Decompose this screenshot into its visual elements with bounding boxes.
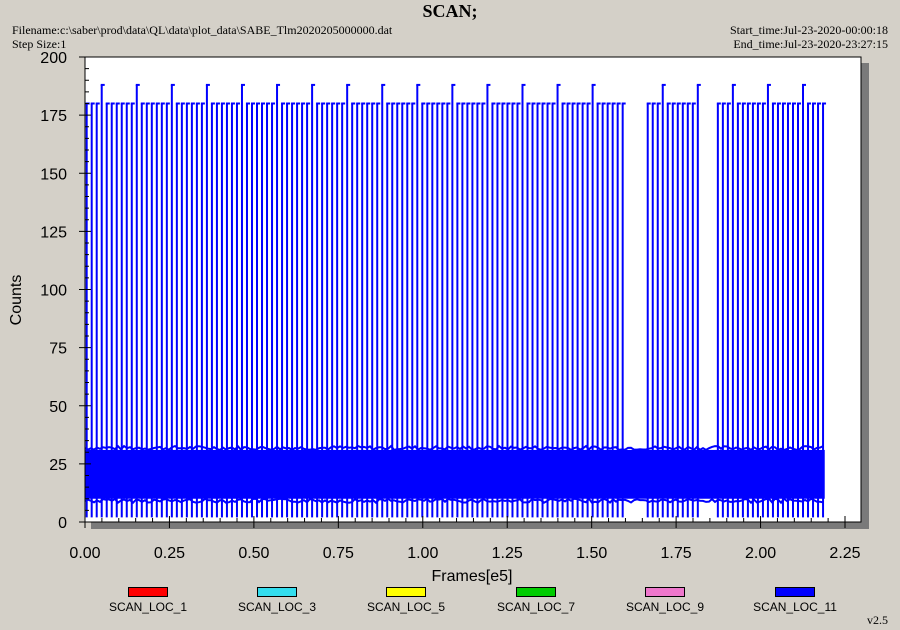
step-size-text: Step Size:1 — [12, 37, 67, 51]
chart-title: SCAN; — [422, 1, 478, 21]
legend-label: SCAN_LOC_3 — [237, 600, 317, 614]
data-layer — [84, 83, 827, 518]
legend-swatch — [775, 587, 815, 597]
legend-label: SCAN_LOC_7 — [496, 600, 576, 614]
legend-label: SCAN_LOC_5 — [366, 600, 446, 614]
x-tick-label: 0.00 — [69, 545, 100, 562]
y-tick-label: 125 — [40, 224, 67, 241]
y-tick-label: 0 — [58, 515, 67, 532]
y-tick-label: 50 — [49, 399, 67, 416]
legend-swatch — [128, 587, 168, 597]
x-tick-label: 1.50 — [576, 545, 607, 562]
legend-swatch — [257, 587, 297, 597]
x-tick-label: 2.00 — [745, 545, 776, 562]
series-band-top-edge — [84, 444, 824, 452]
end-time-text: End_time:Jul-23-2020-23:27:15 — [733, 37, 888, 51]
legend-item: SCAN_LOC_1 — [83, 587, 213, 614]
series-band — [85, 449, 825, 499]
x-tick-label: 0.75 — [323, 545, 354, 562]
legend-swatch — [386, 587, 426, 597]
axes: 0 25 50 75 100 125 150 175 200 0.00 0.25 0.50 0.75 1.… — [40, 50, 860, 562]
y-tick-label: 100 — [40, 283, 67, 300]
file-info: Filename:c:\saber\prod\data\QL\data\plot… — [12, 23, 392, 51]
x-tick-label: 0.25 — [154, 545, 185, 562]
legend-item: SCAN_LOC_7 — [471, 587, 601, 614]
legend: SCAN_LOC_1 SCAN_LOC_3 SCAN_LOC_5 SCAN_LOC_7… — [0, 587, 900, 617]
series-band-bottom-edge — [84, 497, 824, 505]
x-axis-label: Frames[e5] — [432, 568, 513, 585]
time-info: Start_time:Jul-23-2020-00:00:18 End_time… — [730, 23, 888, 51]
y-tick-label: 200 — [40, 50, 67, 67]
legend-item: SCAN_LOC_3 — [212, 587, 342, 614]
x-tick-label: 1.00 — [407, 545, 438, 562]
filename-text: Filename:c:\saber\prod\data\QL\data\plot… — [12, 23, 393, 37]
legend-item: SCAN_LOC_5 — [341, 587, 471, 614]
x-tick-label: 0.50 — [238, 545, 269, 562]
legend-item: SCAN_LOC_9 — [600, 587, 730, 614]
version-label: v2.5 — [867, 613, 888, 627]
y-tick-label: 75 — [49, 341, 67, 358]
legend-swatch — [516, 587, 556, 597]
legend-item: SCAN_LOC_11 — [730, 587, 860, 614]
series-scan-loc-11 — [84, 83, 827, 518]
y-axis-label: Counts — [8, 275, 25, 326]
legend-label: SCAN_LOC_9 — [625, 600, 705, 614]
start-time-text: Start_time:Jul-23-2020-00:00:18 — [730, 23, 888, 37]
x-tick-label: 1.25 — [492, 545, 523, 562]
y-tick-label: 175 — [40, 108, 67, 125]
x-tick-label: 1.75 — [661, 545, 692, 562]
x-tick-label: 2.25 — [829, 545, 860, 562]
legend-label: SCAN_LOC_11 — [753, 600, 837, 614]
y-tick-label: 150 — [40, 166, 67, 183]
legend-label: SCAN_LOC_1 — [108, 600, 188, 614]
y-tick-label: 25 — [49, 457, 67, 474]
legend-swatch — [645, 587, 685, 597]
